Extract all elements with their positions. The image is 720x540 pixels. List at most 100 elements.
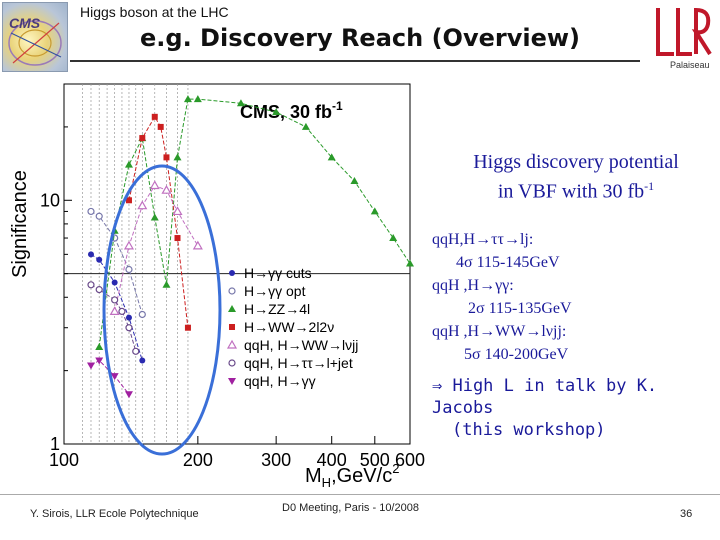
point-h_gg_cuts (96, 256, 103, 263)
point-qqh_ww_lnujj (123, 240, 135, 250)
point-h_zz_4l (272, 108, 281, 116)
y-axis-label: Significance (9, 170, 31, 278)
legend-marker-h_gg_cuts (229, 270, 235, 276)
high-luminosity-note: ⇒ High L in talk by K. Jacobs (this work… (432, 375, 720, 441)
cms-logo-text: CMS (9, 15, 41, 31)
legend-marker-qqh_gg (228, 378, 236, 385)
page-number: 36 (680, 508, 693, 520)
point-h_gg_opt (125, 265, 133, 274)
point-qqh_tautau (111, 296, 119, 304)
significance-plot: 100 200 300 400 500 600 1 10 Significance MH,GeV/… (0, 78, 430, 490)
point-h_ww_2l2nu (163, 154, 170, 161)
channel-gg-label: qqH ,H→γγ: (432, 277, 514, 294)
vbf-highlight-ellipse (102, 164, 222, 456)
point-qqh_gg (110, 373, 119, 381)
x-tick-label: 200 (183, 450, 213, 470)
legend-marker-h_zz_4l (228, 305, 236, 312)
y-tick-label: 10 (40, 190, 60, 210)
high-luminosity-line1: ⇒ High L in talk by K. Jacobs (432, 376, 658, 418)
channel-ww-label: qqH ,H→WW→lνjj: (432, 323, 567, 340)
cms-event-display-icon (8, 20, 62, 66)
point-qqh_tautau (118, 307, 126, 316)
point-h_gg_cuts (111, 279, 118, 286)
point-qqh_gg (86, 362, 95, 370)
slide-title: e.g. Discovery Reach (Overview) (140, 24, 580, 52)
point-h_gg_cuts (125, 314, 132, 321)
point-qqh_ww_lnujj (172, 206, 183, 216)
point-h_zz_4l (236, 99, 245, 107)
point-h_zz_4l (389, 234, 398, 242)
point-h_gg_opt (138, 310, 146, 319)
x-tick-label: 300 (261, 450, 291, 470)
legend-marker-h_gg_opt (228, 287, 236, 295)
point-qqh_gg (95, 357, 104, 365)
point-h_ww_2l2nu (157, 123, 164, 130)
point-h_zz_4l (406, 259, 414, 267)
x-tick-label: 600 (395, 450, 425, 470)
point-qqh_ww_lnujj (161, 184, 172, 194)
point-h_zz_4l (327, 153, 336, 161)
chart-title: CMS, 30 fb-1 (240, 99, 343, 122)
channel-tautau-reach: 4σ 115-145GeV (456, 254, 560, 271)
point-h_zz_4l (301, 122, 310, 130)
footer-divider (0, 494, 720, 495)
llr-logo (644, 2, 718, 74)
point-h_gg_opt (87, 207, 95, 216)
significance-chart: 100 200 300 400 500 600 1 10 Significance MH,GeV/… (9, 83, 425, 490)
point-h_ww_2l2nu (139, 135, 146, 142)
point-h_ww_2l2nu (151, 113, 158, 120)
side-heading-line2: in VBF with 30 fb-1 (436, 174, 716, 204)
x-tick-label: 500 (360, 450, 390, 470)
legend-entry-h_gg_cuts: H→γγ cuts (244, 265, 312, 281)
point-h_ww_2l2nu (174, 235, 181, 242)
point-qqh_ww_lnujj (109, 306, 120, 316)
point-h_gg_opt (95, 212, 103, 220)
legend-marker-qqh_ww_lnujj (226, 339, 238, 349)
x-tick-label: 100 (49, 450, 79, 470)
plot-frame (63, 83, 411, 445)
point-qqh_ww_lnujj (149, 180, 160, 190)
point-h_ww_2l2nu (184, 324, 191, 331)
header-divider (70, 60, 640, 62)
legend-entry-h_zz_4l: H→ZZ→4l (244, 301, 310, 317)
side-heading-line1: Higgs discovery potential (473, 151, 679, 173)
slide-subtitle: Higgs boson at the LHC (80, 4, 229, 20)
channel-ww-reach: 5σ 140-200GeV (464, 346, 569, 363)
point-qqh_tautau (132, 347, 140, 355)
point-h_zz_4l (95, 343, 104, 351)
legend-entry-qqh_gg: qqH, H→γγ (244, 373, 316, 389)
llr-logo-label: Palaiseau (670, 60, 710, 70)
point-qqh_ww_lnujj (192, 240, 203, 250)
cms-logo: CMS (2, 2, 68, 72)
legend-entry-qqh_ww_lnujj: qqH, H→WW→lνjj (244, 337, 358, 353)
legend-marker-qqh_tautau (228, 359, 236, 367)
side-heading-line2-text: in VBF with 30 fb (497, 180, 645, 203)
x-tick-label: 400 (317, 450, 347, 470)
point-h_gg_cuts (139, 357, 146, 364)
llr-logo-icon (644, 2, 718, 62)
point-h_zz_4l (183, 95, 192, 103)
point-qqh_ww_lnujj (137, 200, 148, 210)
legend-entry-qqh_tautau: qqH, H→ττ→l+jet (244, 355, 353, 371)
side-heading: Higgs discovery potential in VBF with 30… (436, 150, 716, 204)
legend-marker-h_ww_2l2nu (229, 324, 235, 330)
high-luminosity-line2: (this workshop) (452, 420, 606, 440)
point-h_zz_4l (193, 95, 202, 103)
point-h_zz_4l (162, 280, 171, 288)
point-h_ww_2l2nu (125, 197, 132, 204)
point-h_zz_4l (350, 176, 359, 184)
channel-tautau-label: qqH,H→ττ→lj: (432, 231, 534, 248)
legend-entry-h_ww_2l2nu: H→WW→2l2ν (244, 319, 334, 335)
vbf-channel-list: qqH,H→ττ→lj: 4σ 115-145GeV qqH ,H→γγ: 2σ… (432, 228, 720, 366)
point-qqh_tautau (95, 286, 103, 294)
footer-author: Y. Sirois, LLR Ecole Polytechnique (30, 508, 199, 520)
legend-entry-h_gg_opt: H→γγ opt (244, 283, 306, 299)
point-h_zz_4l (150, 213, 159, 221)
footer-meeting: D0 Meeting, Paris - 10/2008 (282, 502, 419, 514)
x-axis-label: MH,GeV/c2 (305, 461, 399, 490)
point-qqh_gg (124, 391, 133, 399)
point-h_zz_4l (173, 153, 182, 161)
y-tick-label: 1 (50, 434, 60, 454)
point-h_zz_4l (124, 160, 133, 168)
point-qqh_tautau (87, 281, 95, 289)
